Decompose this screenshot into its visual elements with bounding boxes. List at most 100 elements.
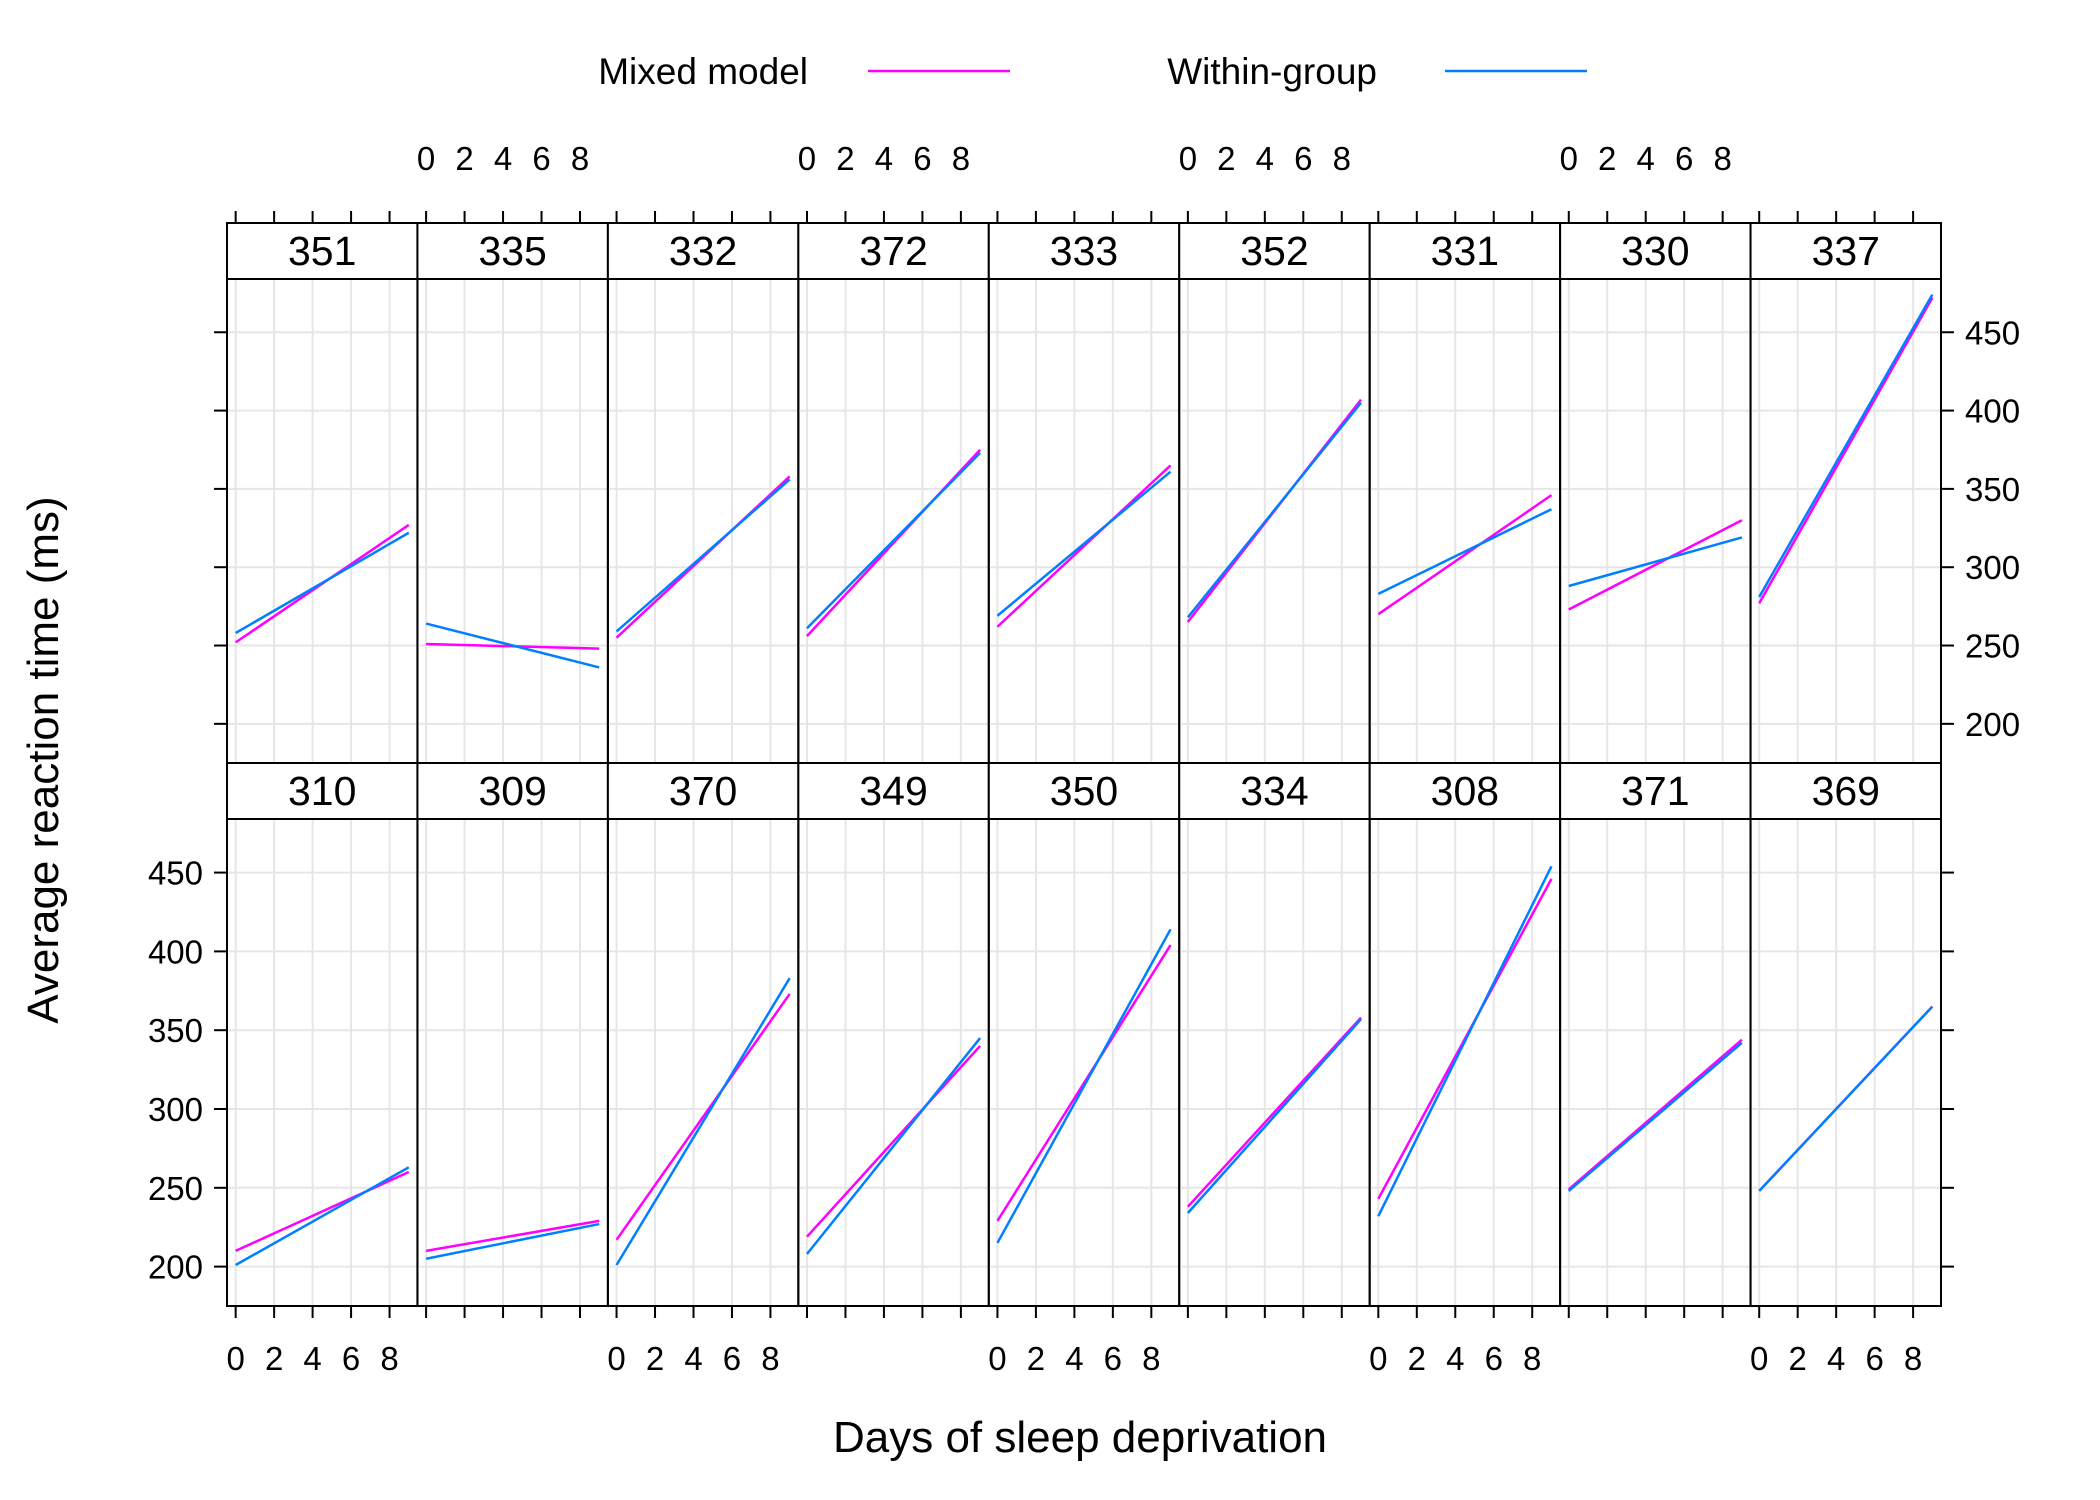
x-tick-label-bottom: 8 xyxy=(761,1340,779,1377)
mixed-model-line xyxy=(1186,1016,1362,1208)
x-tick-label-top: 0 xyxy=(1179,140,1197,177)
panel: 371 xyxy=(1559,762,1752,1307)
strip-label: 337 xyxy=(1812,228,1880,274)
strip xyxy=(226,222,419,280)
x-tick-label-top: 0 xyxy=(1560,140,1578,177)
strip-label: 334 xyxy=(1240,768,1308,814)
strip-label: 372 xyxy=(859,228,927,274)
panel: 310 xyxy=(226,762,419,1307)
y-tick-label-left: 250 xyxy=(148,1170,203,1207)
x-tick-label-bottom: 0 xyxy=(226,1340,244,1377)
strip-label: 352 xyxy=(1240,228,1308,274)
x-tick-label-top: 4 xyxy=(1256,140,1274,177)
strip xyxy=(606,762,800,820)
strip xyxy=(1178,222,1371,280)
strip-label: 335 xyxy=(478,228,546,274)
panel: 309 xyxy=(416,762,609,1307)
within-group-line xyxy=(1758,1005,1934,1192)
strip xyxy=(1559,762,1752,820)
strip-label: 332 xyxy=(669,228,737,274)
x-tick-label-bottom: 6 xyxy=(1104,1340,1122,1377)
y-tick-label-left: 450 xyxy=(148,855,203,892)
mixed-model-line xyxy=(996,944,1172,1222)
strip xyxy=(1368,222,1562,280)
within-group-line xyxy=(1186,401,1362,619)
strip-label: 371 xyxy=(1621,768,1689,814)
x-tick-label-bottom: 2 xyxy=(1789,1340,1807,1377)
within-group-line xyxy=(996,470,1172,617)
within-group-line xyxy=(425,1222,600,1260)
x-tick-label-top: 0 xyxy=(417,140,435,177)
y-axis-label: Average reaction time (ms) xyxy=(19,496,68,1023)
axes: 0 2 4 6 80 2 4 6 80 2 4 6 80 2 4 6 80 2 4 6 80 2 4 6 80 2 4 6 80 2 4 6 8… xyxy=(148,140,2020,1377)
within-group-line xyxy=(1377,865,1553,1217)
strip xyxy=(987,762,1181,820)
y-tick-label-right: 200 xyxy=(1965,706,2020,743)
within-group-line xyxy=(235,1166,410,1267)
strip xyxy=(416,762,609,820)
strip-label: 350 xyxy=(1050,768,1118,814)
panel: 369 xyxy=(1749,762,1942,1307)
strip-label: 330 xyxy=(1621,228,1689,274)
y-tick-label-right: 450 xyxy=(1965,314,2020,351)
x-tick-label-bottom: 6 xyxy=(1865,1340,1883,1377)
within-group-line xyxy=(1567,1041,1743,1192)
mixed-model-line xyxy=(235,1170,410,1252)
strip xyxy=(416,222,609,280)
mixed-model-line xyxy=(996,464,1172,628)
within-group-line xyxy=(235,531,410,635)
x-tick-label-top: 8 xyxy=(952,140,970,177)
x-tick-label-bottom: 0 xyxy=(1750,1340,1768,1377)
strip-label: 369 xyxy=(1812,768,1880,814)
within-group-line xyxy=(1186,1018,1362,1214)
within-group-line xyxy=(615,977,791,1266)
mixed-model-line xyxy=(1377,494,1553,616)
x-tick-label-top: 2 xyxy=(1598,140,1616,177)
x-tick-label-top: 4 xyxy=(1637,140,1655,177)
x-axis-label: Days of sleep deprivation xyxy=(833,1413,1327,1462)
panel: 372 xyxy=(797,222,990,764)
y-tick-label-left: 350 xyxy=(148,1012,203,1049)
x-tick-label-bottom: 8 xyxy=(1904,1340,1922,1377)
mixed-model-line xyxy=(1567,1038,1743,1191)
x-tick-label-bottom: 2 xyxy=(265,1340,283,1377)
within-group-line xyxy=(1377,508,1553,595)
mixed-model-line xyxy=(1758,297,1934,604)
x-tick-label-top: 8 xyxy=(1713,140,1731,177)
within-group-line xyxy=(996,928,1172,1244)
x-tick-label-top: 2 xyxy=(455,140,473,177)
strip xyxy=(1749,222,1942,280)
x-tick-label-top: 0 xyxy=(798,140,816,177)
legend-label: Within-group xyxy=(1167,51,1377,92)
strip xyxy=(987,222,1181,280)
panel: 333 xyxy=(987,222,1181,764)
panel: 335 xyxy=(416,222,609,764)
x-tick-label-bottom: 2 xyxy=(1027,1340,1045,1377)
panel: 349 xyxy=(797,762,990,1307)
x-tick-label-bottom: 0 xyxy=(988,1340,1006,1377)
x-tick-label-top: 6 xyxy=(913,140,931,177)
panel: 337 xyxy=(1749,222,1942,764)
mixed-model-line xyxy=(615,993,791,1241)
y-tick-label-left: 400 xyxy=(148,933,203,970)
x-tick-label-top: 8 xyxy=(1333,140,1351,177)
panels: 351 335 332 372 333 352 331 330 337 310 309 370 349 3… xyxy=(226,222,1942,1307)
panel: 331 xyxy=(1368,222,1562,764)
mixed-model-line xyxy=(806,1045,982,1238)
panel: 330 xyxy=(1559,222,1752,764)
x-tick-label-bottom: 6 xyxy=(723,1340,741,1377)
x-tick-label-bottom: 8 xyxy=(1523,1340,1541,1377)
panel: 332 xyxy=(606,222,800,764)
x-tick-label-bottom: 4 xyxy=(1827,1340,1845,1377)
strip-label: 308 xyxy=(1431,768,1499,814)
strip-label: 370 xyxy=(669,768,737,814)
panel: 308 xyxy=(1368,762,1562,1307)
y-tick-label-right: 250 xyxy=(1965,628,2020,665)
x-tick-label-top: 6 xyxy=(1294,140,1312,177)
x-tick-label-top: 4 xyxy=(494,140,512,177)
within-group-line xyxy=(1758,294,1934,598)
strip xyxy=(1559,222,1752,280)
x-tick-label-bottom: 4 xyxy=(684,1340,702,1377)
x-tick-label-bottom: 6 xyxy=(1485,1340,1503,1377)
